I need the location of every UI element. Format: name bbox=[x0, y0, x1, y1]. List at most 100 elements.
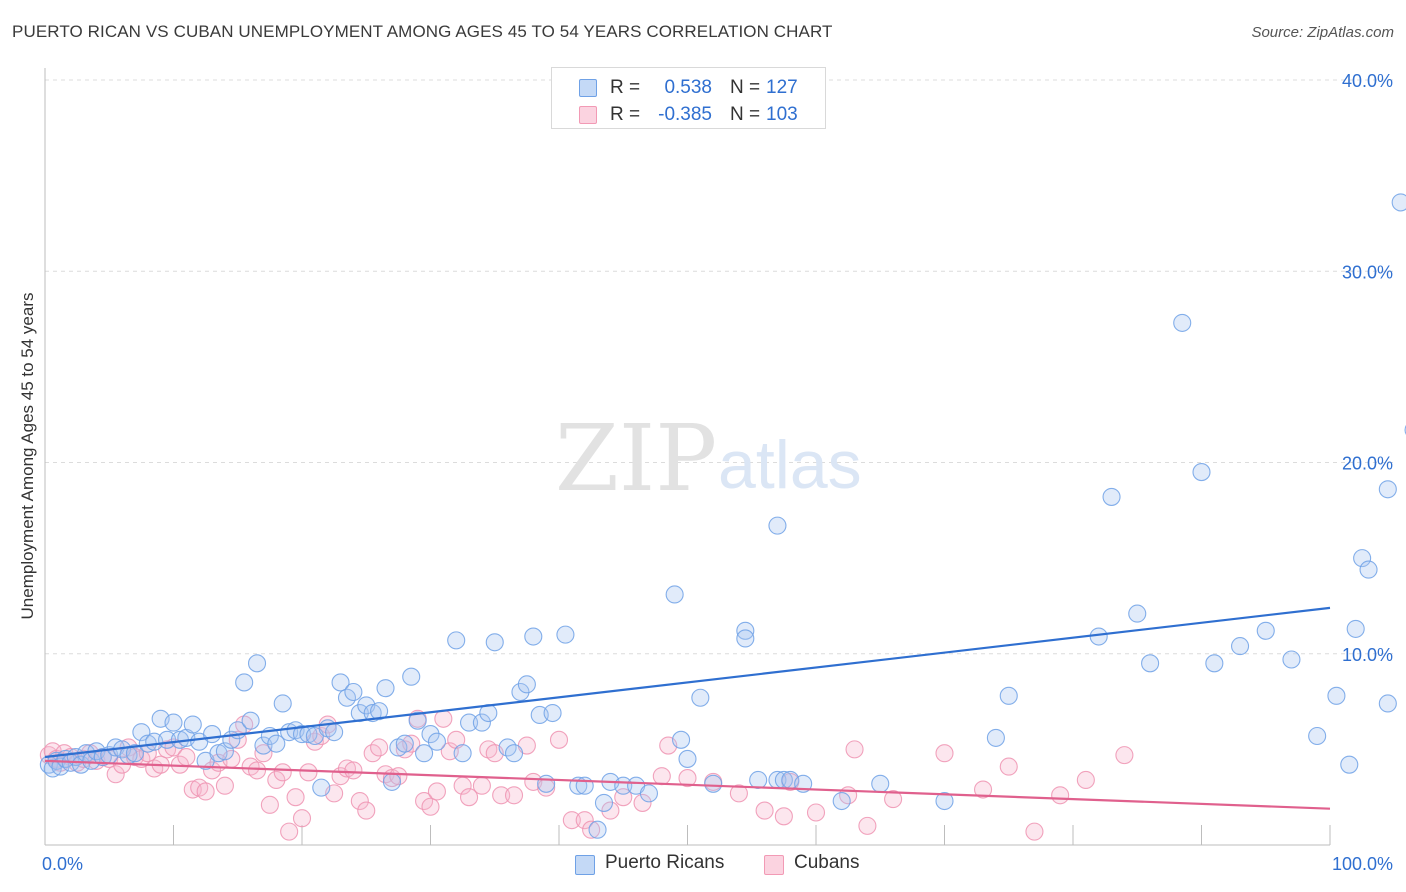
data-point bbox=[71, 755, 91, 774]
data-point bbox=[537, 774, 556, 793]
data-point bbox=[1378, 480, 1397, 499]
legend-n-value: 127 bbox=[766, 77, 798, 98]
data-point bbox=[267, 770, 286, 790]
watermark-zip: ZIP bbox=[555, 405, 717, 512]
data-point bbox=[832, 791, 851, 811]
legend-label: Cubans bbox=[794, 852, 860, 873]
data-point bbox=[344, 761, 363, 780]
tick-labels: 10.0% 20.0% 30.0% 40.0% 0.0% 100.0% bbox=[42, 71, 1393, 874]
data-point bbox=[1353, 549, 1372, 568]
data-point bbox=[125, 744, 144, 763]
data-point bbox=[453, 744, 472, 763]
data-point bbox=[672, 730, 691, 749]
data-point bbox=[935, 744, 954, 763]
data-point bbox=[93, 747, 112, 767]
data-point bbox=[447, 631, 466, 650]
data-point bbox=[215, 742, 234, 761]
data-point bbox=[370, 738, 389, 757]
data-point bbox=[1391, 193, 1406, 212]
data-point bbox=[768, 516, 787, 535]
data-point bbox=[196, 782, 215, 801]
y-tick-label: 20.0% bbox=[1342, 454, 1393, 474]
data-point bbox=[678, 749, 697, 768]
legend-r-label: R = bbox=[610, 77, 641, 98]
data-point bbox=[999, 686, 1018, 705]
data-point bbox=[254, 744, 273, 763]
data-point bbox=[363, 703, 382, 723]
data-point bbox=[1308, 726, 1327, 746]
data-point bbox=[273, 694, 292, 713]
data-point bbox=[215, 776, 234, 795]
data-point bbox=[806, 803, 826, 822]
data-point bbox=[639, 784, 659, 803]
data-point bbox=[504, 786, 524, 805]
data-point bbox=[280, 822, 299, 841]
data-point bbox=[382, 772, 402, 791]
data-point bbox=[402, 667, 421, 686]
data-point bbox=[1340, 755, 1359, 774]
data-point bbox=[485, 633, 504, 652]
data-point bbox=[331, 673, 350, 692]
data-point bbox=[1378, 694, 1397, 713]
data-point bbox=[935, 791, 954, 811]
source-label: Source: ZipAtlas.com bbox=[1251, 24, 1394, 41]
data-point bbox=[415, 744, 434, 763]
data-point bbox=[736, 621, 755, 640]
y-axis-label: Unemployment Among Ages 45 to 54 years bbox=[18, 292, 37, 620]
x-tick-label: 100.0% bbox=[1332, 854, 1393, 874]
data-point bbox=[247, 761, 267, 780]
chart-title: PUERTO RICAN VS CUBAN UNEMPLOYMENT AMONG… bbox=[12, 22, 833, 41]
data-point bbox=[1115, 746, 1134, 765]
data-point bbox=[582, 820, 601, 839]
data-point bbox=[427, 782, 446, 801]
data-point bbox=[845, 740, 864, 759]
data-point bbox=[325, 723, 344, 742]
data-point bbox=[434, 709, 453, 728]
data-point bbox=[549, 730, 569, 749]
data-point bbox=[504, 744, 524, 763]
y-tick-label: 30.0% bbox=[1342, 262, 1393, 282]
data-point bbox=[350, 791, 369, 811]
trend-line-cubans bbox=[44, 759, 1331, 810]
data-point bbox=[704, 774, 723, 793]
legend-n-label: N = bbox=[730, 104, 761, 125]
data-point bbox=[1102, 487, 1121, 506]
data-point bbox=[594, 793, 614, 812]
data-point bbox=[543, 703, 562, 723]
data-point bbox=[408, 711, 427, 730]
data-point bbox=[1359, 560, 1378, 579]
data-point bbox=[357, 801, 376, 820]
y-tick-label: 10.0% bbox=[1342, 645, 1393, 665]
data-point bbox=[492, 786, 511, 805]
legend-n-label: N = bbox=[730, 77, 761, 98]
data-point bbox=[177, 747, 196, 767]
grid-lines bbox=[45, 79, 1395, 655]
data-point bbox=[260, 795, 279, 814]
data-point bbox=[1128, 604, 1147, 623]
data-point bbox=[1025, 822, 1044, 841]
data-point bbox=[241, 711, 260, 730]
legend-r-label: R = bbox=[610, 104, 641, 125]
data-point bbox=[1205, 654, 1224, 673]
legend-swatch-pink bbox=[579, 106, 597, 124]
data-point bbox=[973, 780, 993, 799]
data-point bbox=[633, 793, 652, 812]
data-point bbox=[427, 732, 446, 751]
data-point bbox=[652, 767, 671, 786]
data-point bbox=[999, 757, 1018, 776]
data-point bbox=[511, 682, 530, 702]
data-point bbox=[164, 713, 183, 732]
data-point bbox=[1173, 313, 1192, 332]
legend-label: Puerto Ricans bbox=[605, 852, 725, 873]
data-point bbox=[312, 778, 331, 797]
data-point bbox=[749, 770, 768, 790]
data-point bbox=[1192, 463, 1211, 482]
data-point bbox=[459, 788, 479, 807]
data-point bbox=[871, 774, 890, 793]
data-point bbox=[299, 763, 318, 782]
data-point bbox=[1089, 627, 1108, 646]
data-point bbox=[575, 811, 594, 830]
legend-row-cubans: R = -0.385 N = 103 bbox=[552, 100, 825, 128]
data-point bbox=[1346, 619, 1365, 638]
